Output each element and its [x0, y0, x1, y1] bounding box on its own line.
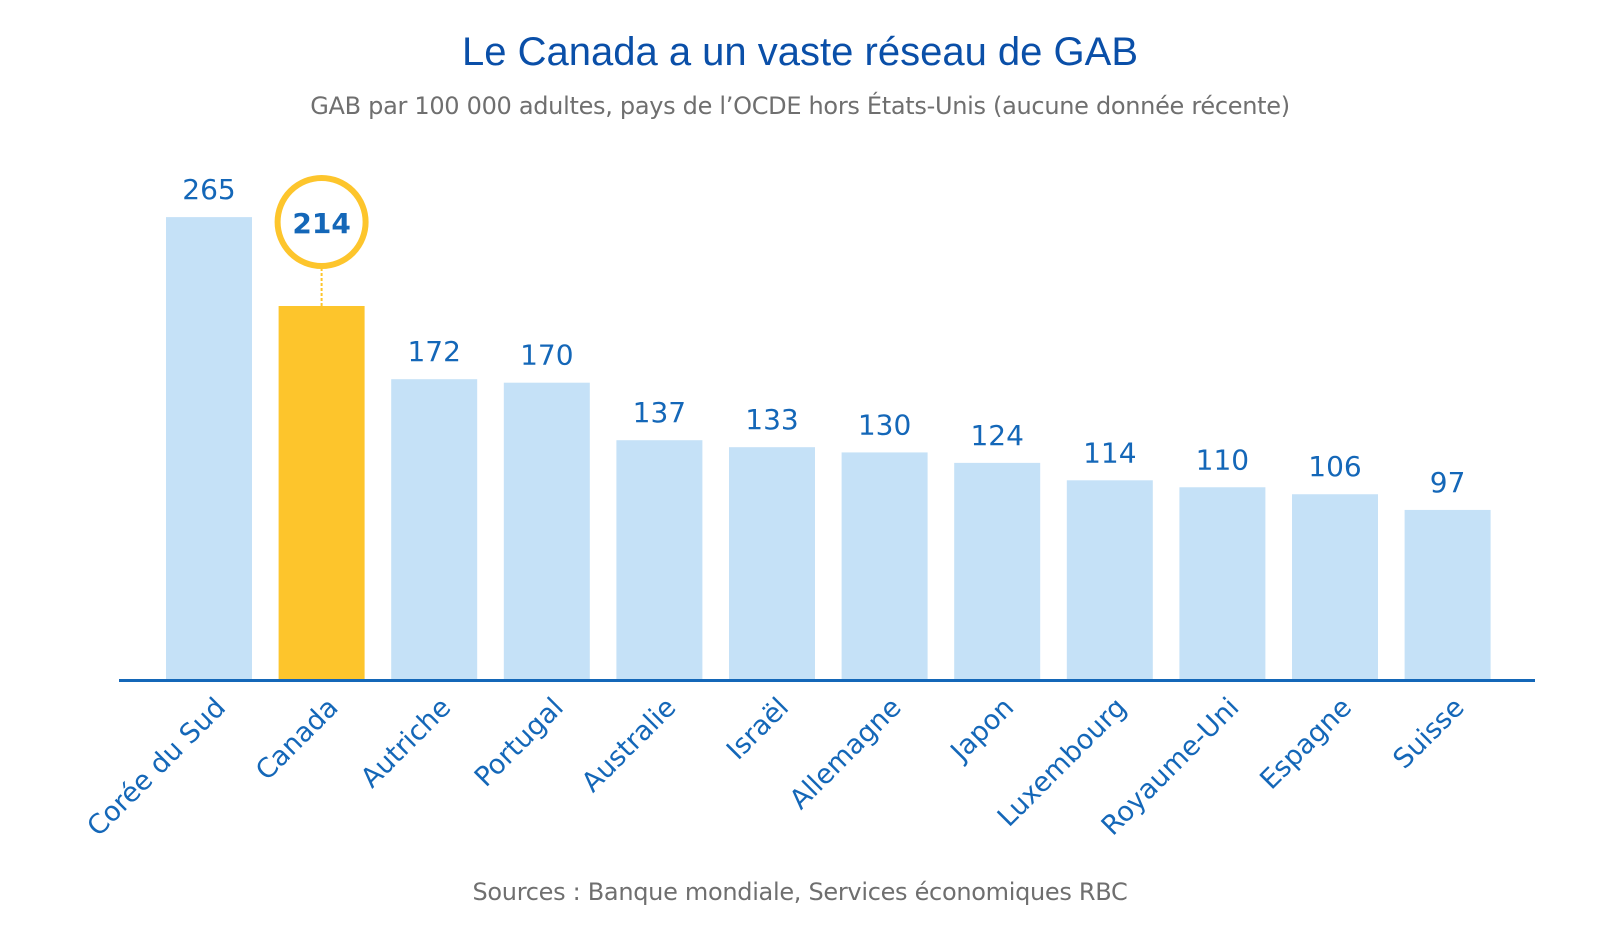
bar-allemagne	[841, 452, 928, 679]
value-label-allemagne: 130	[858, 408, 911, 441]
category-labels-group: Corée du Sud Canada Autriche Portugal Austra…	[81, 692, 1470, 843]
bar-espagne	[1292, 494, 1378, 679]
chart-title: Le Canada a un vaste réseau de GAB	[461, 30, 1138, 74]
value-label-japon: 124	[970, 419, 1023, 452]
value-label-israel: 133	[745, 403, 798, 436]
category-label-israel: Israël	[721, 692, 795, 766]
bar-royaume-uni	[1179, 487, 1266, 679]
category-label-espagne: Espagne	[1254, 692, 1358, 796]
chart-source: Sources : Banque mondiale, Services écon…	[472, 878, 1128, 906]
bar-japon	[954, 462, 1041, 679]
value-label-royaume-uni: 110	[1196, 443, 1249, 476]
category-label-australie: Australie	[576, 692, 682, 798]
value-labels-group: 265 172 170 137 133 130 124 114 110 106 97	[182, 173, 1465, 499]
category-label-autriche: Autriche	[355, 692, 457, 794]
category-label-portugal: Portugal	[469, 692, 570, 793]
category-label-allemagne: Allemagne	[784, 692, 908, 816]
category-label-japon: Japon	[944, 692, 1021, 769]
bar-suisse	[1404, 509, 1491, 679]
bar-australie	[616, 440, 703, 679]
bars-group	[166, 217, 1491, 680]
value-label-autriche: 172	[407, 335, 460, 368]
bar-canada	[278, 305, 365, 679]
bar-portugal	[503, 382, 590, 679]
highlight-callout: 214	[274, 174, 369, 306]
category-label-canada: Canada	[250, 692, 345, 787]
value-label-luxembourg: 114	[1083, 436, 1136, 469]
bar-luxembourg	[1066, 480, 1153, 679]
callout-circle	[274, 174, 369, 269]
category-label-suisse: Suisse	[1387, 692, 1470, 775]
bar-israel	[729, 447, 815, 679]
value-label-australie: 137	[633, 396, 686, 429]
value-label-coree-du-sud: 265	[182, 173, 235, 206]
value-label-canada: 214	[292, 207, 350, 240]
category-label-coree-du-sud: Corée du Sud	[81, 692, 232, 843]
bar-autriche	[391, 379, 478, 679]
chart-subtitle: GAB par 100 000 adultes, pays de l’OCDE …	[310, 92, 1290, 120]
bar-coree-du-sud	[166, 217, 252, 680]
value-label-portugal: 170	[520, 339, 573, 372]
value-label-suisse: 97	[1430, 466, 1466, 499]
value-label-espagne: 106	[1308, 450, 1361, 483]
